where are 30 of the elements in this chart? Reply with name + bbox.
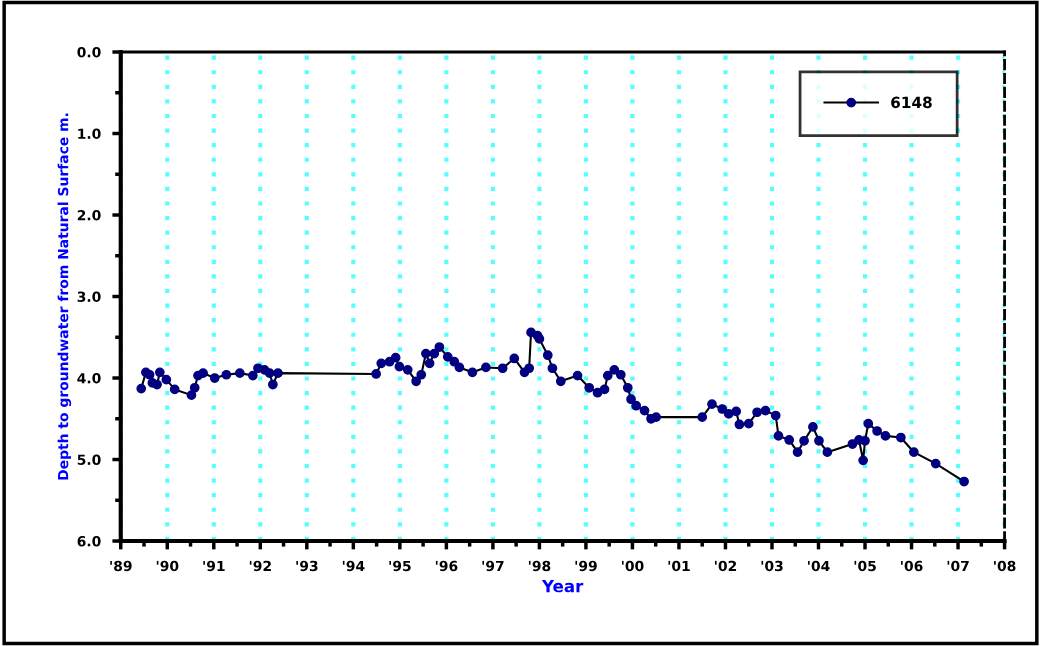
x-tick-label: '08 (994, 560, 1016, 572)
y-tick-label: 0.0 (77, 46, 101, 58)
x-tick-label: '03 (761, 560, 783, 572)
x-tick-label: '97 (482, 560, 504, 572)
x-tick-label: '98 (528, 560, 551, 572)
x-tick-label: '89 (110, 560, 132, 572)
y-tick-label: 2.0 (77, 209, 101, 221)
x-tick-label: '93 (296, 560, 318, 572)
x-tick-label: '02 (715, 560, 737, 572)
x-axis-title: Year (541, 579, 584, 593)
legend-label: 6148 (891, 96, 932, 109)
x-tick-label: '94 (342, 560, 365, 572)
x-tick-label: '90 (156, 560, 179, 572)
y-axis-title: Depth to groundwater from Natural Surface m. (57, 113, 72, 480)
x-tick-label: '04 (808, 560, 830, 572)
x-tick-label: '91 (203, 560, 225, 572)
x-tick-label: '96 (435, 560, 458, 572)
y-tick-label: 1.0 (78, 128, 101, 139)
x-tick-label: '01 (668, 560, 690, 572)
x-tick-label: '00 (621, 560, 644, 572)
x-tick-label: '99 (575, 560, 597, 572)
y-tick-label: 3.0 (77, 291, 101, 302)
x-tick-label: '06 (901, 560, 923, 572)
x-tick-label: '95 (389, 560, 411, 572)
y-tick-label: 5.0 (77, 454, 101, 465)
y-tick-label: 4.0 (77, 372, 101, 384)
y-tick-label: 6.0 (77, 535, 101, 547)
x-tick-label: '92 (249, 560, 271, 572)
x-tick-label: '07 (947, 560, 969, 572)
x-tick-label: '05 (854, 560, 876, 572)
